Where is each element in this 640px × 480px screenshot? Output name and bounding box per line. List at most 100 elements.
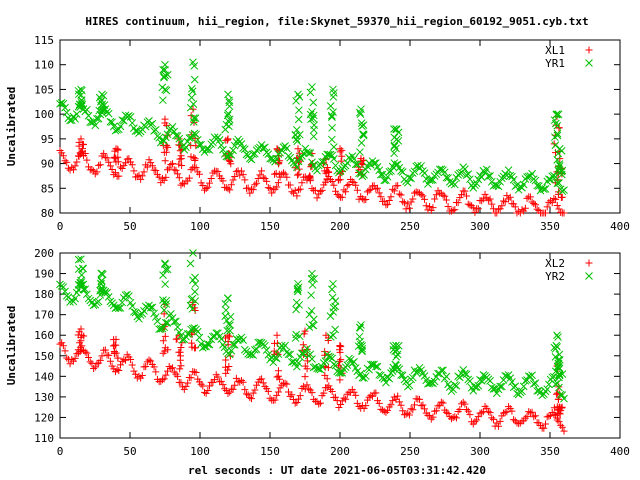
data-point: [295, 186, 303, 194]
data-point: [101, 346, 109, 354]
data-point: [261, 174, 269, 182]
data-point: [309, 114, 317, 123]
data-point: [225, 363, 233, 371]
data-point: [160, 73, 168, 82]
data-point: [253, 381, 261, 389]
data-point: [329, 279, 337, 288]
y-tick-label: 160: [34, 329, 54, 342]
data-point: [506, 374, 515, 382]
data-point: [550, 404, 558, 412]
data-point: [150, 363, 158, 371]
data-point: [323, 175, 331, 183]
data-point: [392, 125, 400, 133]
data-point: [531, 379, 540, 388]
y-tick-label: 180: [34, 288, 54, 301]
data-point: [461, 400, 469, 408]
data-point: [222, 306, 230, 315]
data-point: [147, 159, 155, 167]
data-point: [523, 194, 531, 202]
data-point: [519, 382, 528, 391]
data-point: [560, 209, 568, 217]
x-tick-label: 50: [123, 220, 136, 233]
data-point: [199, 182, 207, 190]
data-point: [332, 187, 340, 195]
data-point: [91, 363, 99, 371]
data-point: [293, 171, 301, 179]
data-point: [116, 122, 125, 131]
data-point: [160, 375, 168, 383]
data-point: [510, 200, 518, 208]
chart-title: HIRES continuum, hii_region, file:Skynet…: [85, 15, 588, 28]
data-point: [176, 155, 184, 163]
data-point: [249, 186, 257, 194]
data-point: [417, 402, 425, 410]
data-point: [114, 354, 122, 362]
data-point: [335, 368, 343, 377]
data-point: [206, 382, 214, 390]
data-point: [542, 209, 550, 217]
data-point: [59, 152, 67, 160]
data-point: [283, 380, 291, 388]
data-point: [177, 352, 185, 360]
data-point: [59, 283, 68, 291]
x-tick-label: 0: [57, 445, 64, 458]
data-point: [553, 110, 561, 118]
data-point: [162, 86, 171, 95]
data-point: [394, 392, 402, 400]
data-point: [553, 379, 562, 388]
data-point: [451, 413, 459, 421]
data-point: [533, 181, 541, 190]
data-point: [105, 351, 113, 359]
data-point: [442, 408, 450, 416]
data-point: [272, 154, 281, 163]
data-point: [274, 388, 282, 396]
data-point: [420, 169, 429, 177]
legend-marker: [585, 259, 593, 267]
data-point: [407, 198, 415, 206]
data-point: [294, 90, 302, 99]
y-tick-label: 90: [41, 158, 54, 171]
data-point: [252, 345, 261, 354]
data-point: [266, 184, 274, 192]
data-point: [518, 206, 526, 214]
data-point: [482, 165, 491, 174]
data-point: [292, 305, 300, 314]
data-point: [126, 113, 135, 121]
data-point: [155, 325, 163, 334]
data-point: [77, 135, 85, 143]
data-point: [97, 101, 105, 110]
data-point: [187, 84, 196, 93]
y-tick-label: 105: [34, 83, 54, 96]
data-point: [170, 317, 179, 326]
data-point: [293, 362, 301, 371]
data-point: [193, 327, 202, 336]
data-point: [452, 381, 461, 390]
data-point: [326, 150, 335, 159]
data-point: [135, 372, 143, 380]
data-point: [128, 302, 137, 310]
data-point: [111, 153, 119, 161]
data-point: [226, 312, 235, 321]
x-tick-label: 250: [400, 445, 420, 458]
data-point: [449, 206, 457, 214]
data-point: [425, 176, 434, 185]
data-point: [437, 366, 446, 375]
data-point: [234, 377, 242, 385]
data-point: [223, 111, 232, 120]
data-point: [550, 194, 558, 202]
data-point: [202, 389, 210, 397]
data-point: [295, 92, 304, 101]
data-point: [523, 412, 531, 420]
data-point: [294, 359, 303, 367]
data-point: [81, 285, 90, 294]
data-point: [98, 352, 106, 360]
data-point: [162, 296, 171, 305]
data-point: [551, 141, 560, 150]
data-point: [148, 303, 157, 312]
data-point: [385, 374, 394, 383]
data-point: [288, 188, 296, 196]
data-point: [556, 155, 564, 163]
data-point: [192, 164, 200, 172]
data-point: [246, 189, 254, 197]
data-point: [400, 199, 408, 207]
